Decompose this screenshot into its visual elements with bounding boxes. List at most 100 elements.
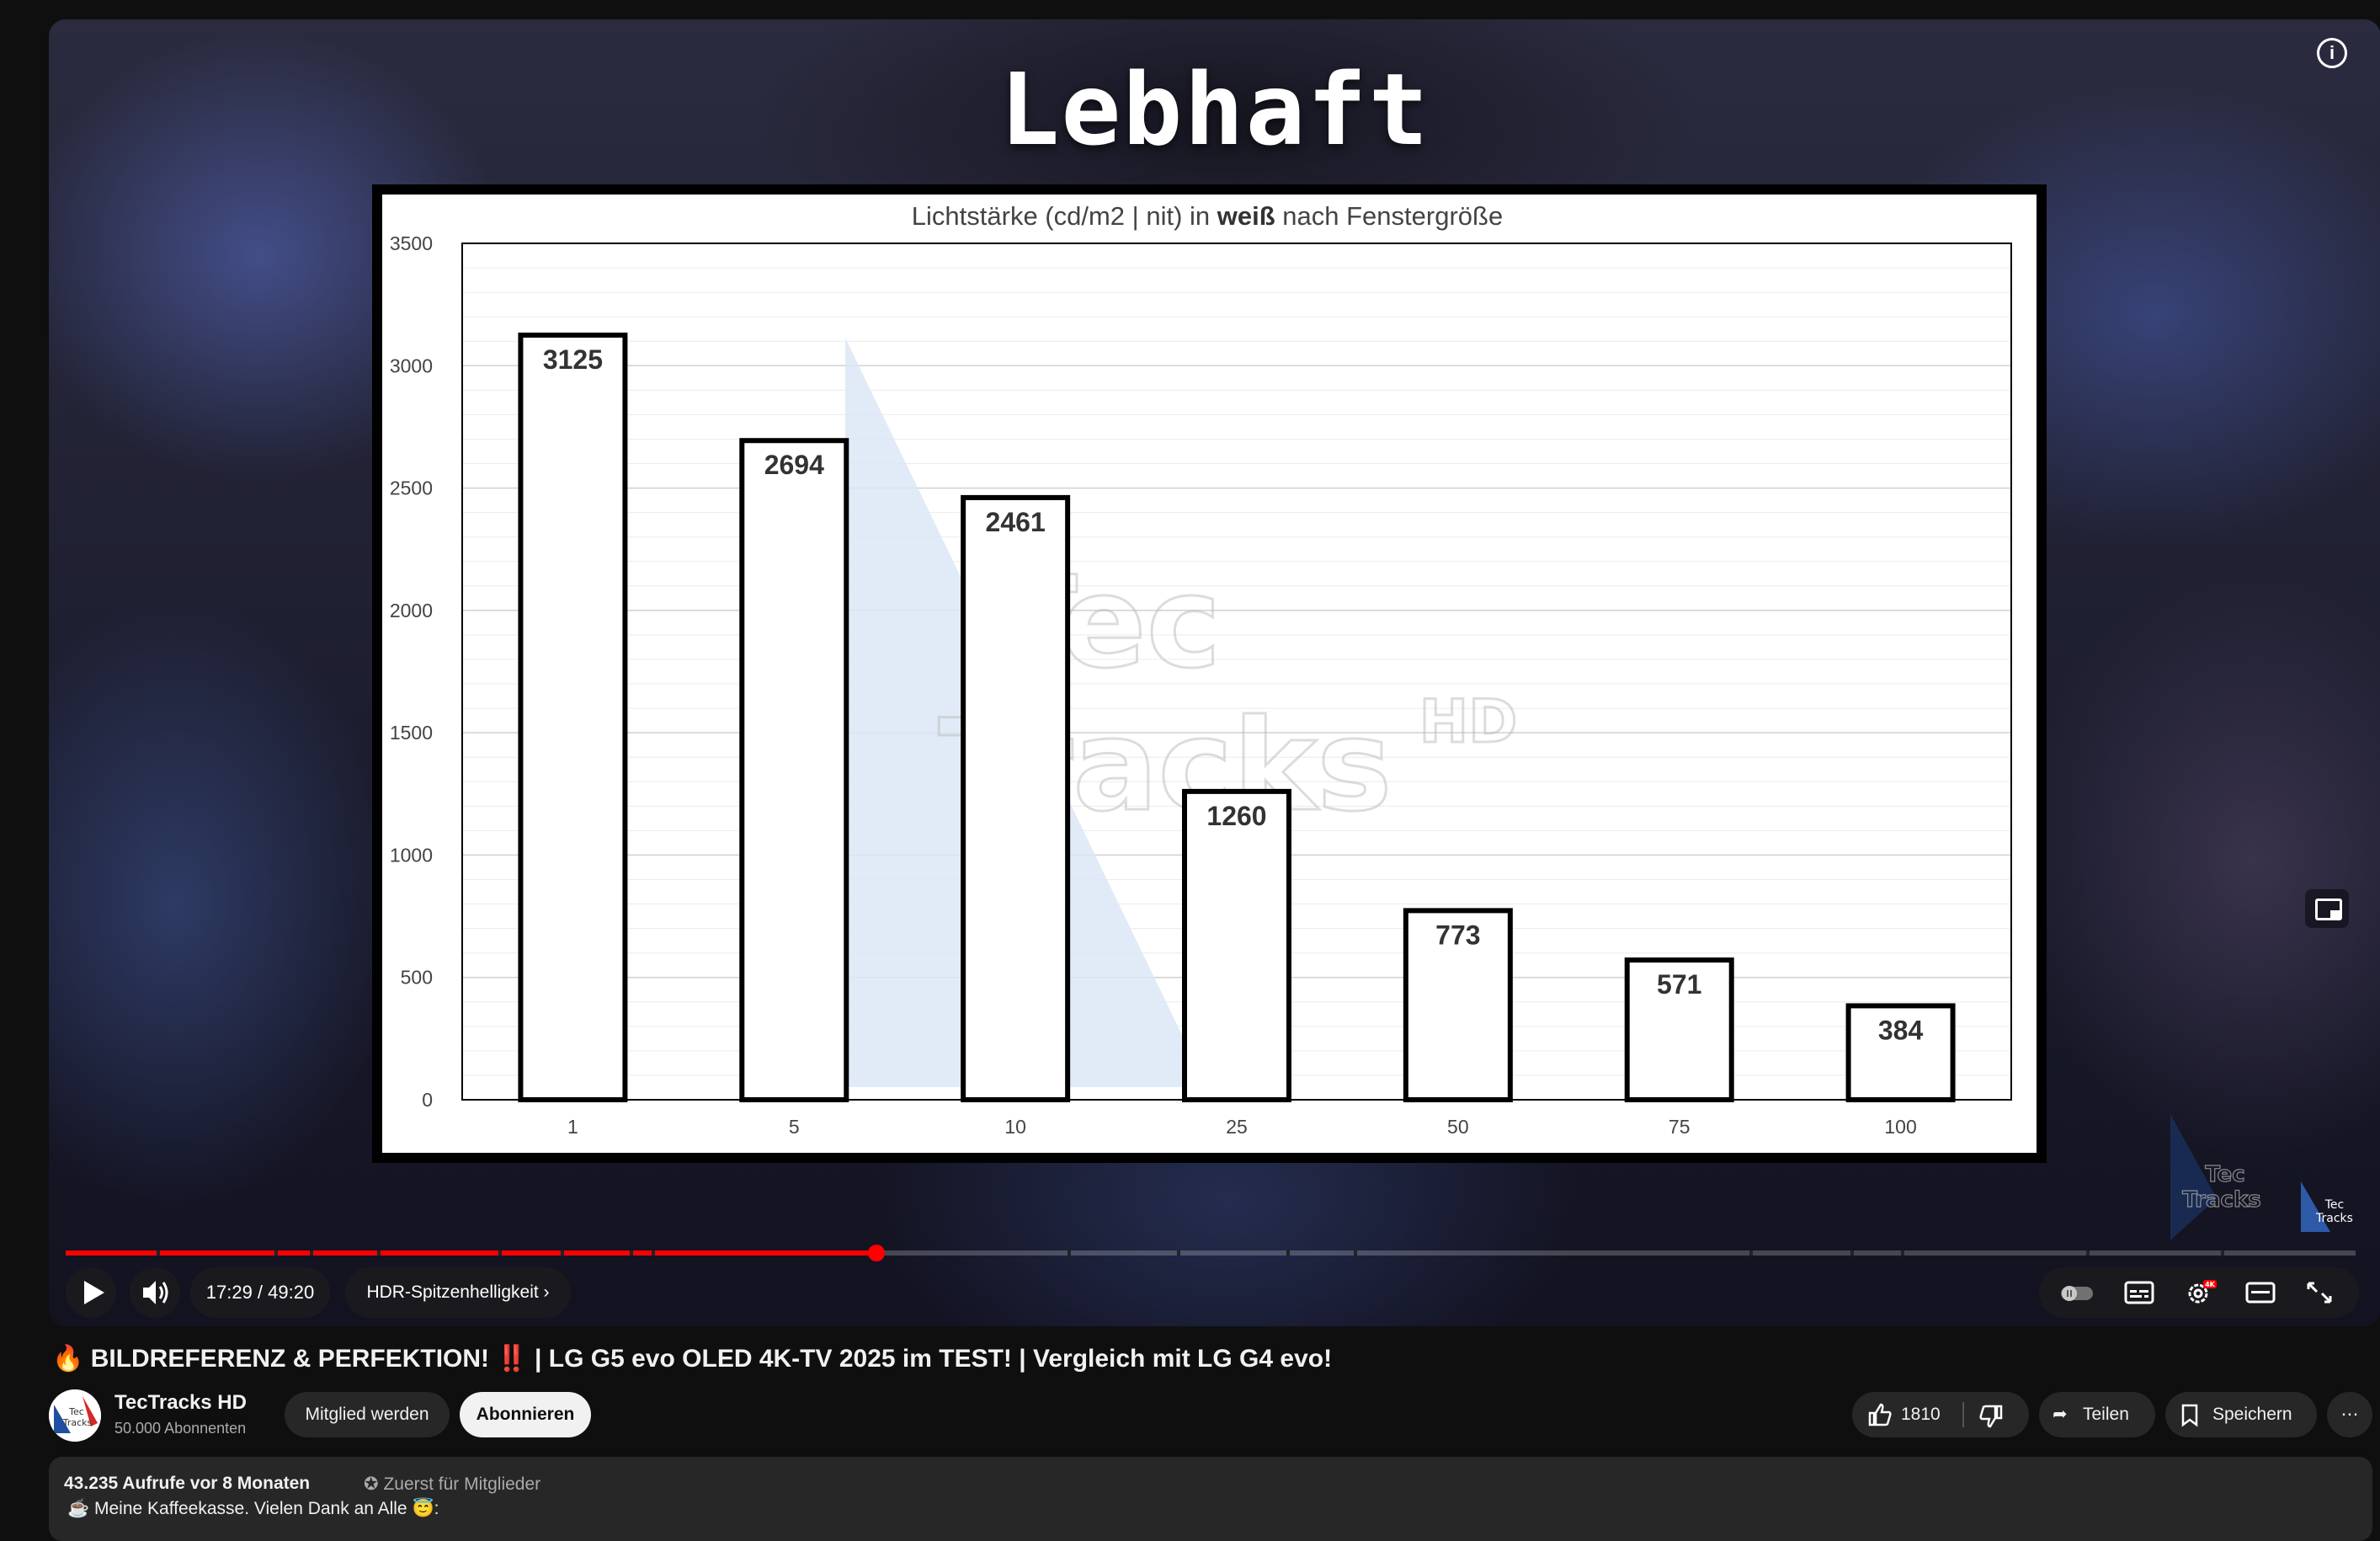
svg-text:Tec: Tec (2324, 1198, 2344, 1212)
video-player[interactable]: Lebhaft i Lichtstärke (cd/m2 | nit) in w… (49, 19, 2380, 1326)
chapter-title-label: HDR-Spitzenhelligkeit (366, 1282, 539, 1302)
svg-text:Tracks: Tracks (2315, 1212, 2353, 1225)
channel-logo-icon: Tec Tracks (49, 1389, 101, 1442)
volume-icon (143, 1281, 168, 1304)
members-first-badge: ✪ Zuerst für Mitglieder (364, 1474, 540, 1495)
members-first-label: Zuerst für Mitglieder (383, 1474, 541, 1494)
video-overlay-title: Lebhaft (999, 51, 1430, 168)
channel-watermark-logo: Tec Tracks (2170, 1114, 2261, 1240)
chapter-marker (377, 1250, 381, 1256)
views-and-date: 43.235 Aufrufe vor 8 Monaten (64, 1474, 311, 1493)
bar-75 (1624, 957, 1734, 1103)
thumbs-up-icon[interactable] (1867, 1403, 1893, 1426)
watermark-text-hd: HD (1419, 687, 1518, 756)
chart-title-part-1: Lichtstärke (cd/m2 | nit) in (912, 201, 1217, 231)
chapter-marker (630, 1250, 633, 1256)
y-tick-label: 2000 (390, 600, 433, 621)
y-axis-ticks: 0 500 1000 1500 2000 2500 3000 3500 (390, 232, 433, 1111)
x-tick-label: 25 (1226, 1116, 1248, 1138)
chapter-marker (2086, 1250, 2090, 1256)
thumbs-down-icon[interactable] (1978, 1405, 2004, 1428)
channel-avatar[interactable]: Tec Tracks (49, 1389, 101, 1442)
y-tick-label: 3500 (390, 232, 433, 254)
subscriber-count: 50.000 Abonnenten (114, 1420, 247, 1437)
chapter-marker (1068, 1250, 1071, 1256)
chapter-marker (1354, 1250, 1357, 1256)
chart-bars: 3125 2694 2461 1260 773 571 384 (518, 332, 1956, 1103)
x-tick-label: 1 (567, 1116, 578, 1138)
y-tick-label: 1500 (390, 722, 433, 744)
join-membership-button[interactable]: Mitglied werden (285, 1392, 450, 1437)
y-tick-label: 0 (422, 1089, 433, 1111)
share-label: Teilen (2083, 1405, 2129, 1424)
x-axis-ticks: 1 5 10 25 50 75 100 (567, 1116, 1917, 1138)
settings-icon[interactable]: 4K (2183, 1279, 2217, 1306)
progress-bar[interactable] (66, 1245, 2356, 1261)
subscribe-button[interactable]: Abonnieren (460, 1392, 591, 1437)
y-tick-label: 1000 (390, 844, 433, 866)
chart-title: Lichtstärke (cd/m2 | nit) in weiß nach F… (912, 201, 1503, 231)
chart-title-part-2: weiß (1217, 201, 1275, 231)
share-button[interactable]: ➦ Teilen (2039, 1392, 2155, 1437)
subtitles-icon[interactable] (2123, 1279, 2157, 1306)
y-tick-label: 3000 (390, 355, 433, 376)
save-button[interactable]: Speichern (2165, 1392, 2317, 1437)
chapter-marker (1749, 1250, 1753, 1256)
description-line: ☕ Meine Kaffeekasse. Vielen Dank an Alle… (67, 1499, 439, 1518)
bar-10 (961, 494, 1071, 1103)
y-tick-label: 500 (401, 967, 433, 989)
x-tick-label: 75 (1669, 1116, 1690, 1138)
fullscreen-icon[interactable] (2303, 1279, 2337, 1306)
chevron-right-icon: › (543, 1282, 550, 1302)
svg-text:Tec: Tec (68, 1406, 84, 1417)
autoplay-toggle-icon[interactable] (2059, 1279, 2093, 1306)
share-icon: ➦ (2053, 1405, 2068, 1424)
bar-50 (1403, 908, 1513, 1103)
bar-value-label: 2461 (986, 507, 1046, 537)
x-tick-label: 50 (1447, 1116, 1469, 1138)
bar-1 (518, 332, 628, 1102)
bar-value-label: 384 (1878, 1015, 1924, 1045)
x-tick-label: 100 (1884, 1116, 1916, 1138)
save-label: Speichern (2212, 1405, 2292, 1424)
play-button[interactable] (66, 1267, 116, 1318)
time-display: 17:29 / 49:20 (190, 1267, 330, 1318)
like-count[interactable]: 1810 (1901, 1405, 1941, 1424)
chapter-marker (310, 1250, 313, 1256)
chapter-marker (1901, 1250, 1904, 1256)
miniplayer-icon[interactable] (2305, 889, 2349, 928)
brightness-bar-chart: Lichtstärke (cd/m2 | nit) in weiß nach F… (382, 195, 2037, 1153)
bookmark-icon (2181, 1404, 2198, 1427)
more-actions-button[interactable]: ⋯ (2327, 1392, 2372, 1437)
volume-button[interactable] (130, 1267, 180, 1318)
bar-value-label: 773 (1435, 920, 1480, 950)
description-box[interactable]: 43.235 Aufrufe vor 8 Monaten ✪ Zuerst fü… (49, 1457, 2372, 1541)
chart-gridlines (462, 267, 2011, 1076)
bar-value-label: 3125 (543, 344, 603, 375)
bar-value-label: 2694 (764, 450, 824, 480)
video-title: 🔥 BILDREFERENZ & PERFEKTION! ‼️ | LG G5 … (52, 1345, 1333, 1373)
chapter-marker (2221, 1250, 2224, 1256)
bar-100 (1845, 1003, 1956, 1103)
svg-text:Tracks: Tracks (2182, 1187, 2260, 1213)
y-tick-label: 2500 (390, 477, 433, 499)
bar-25 (1182, 788, 1291, 1102)
video-chart-frame: Lichtstärke (cd/m2 | nit) in weiß nach F… (372, 184, 2047, 1163)
like-divider (1962, 1402, 1964, 1427)
info-icon[interactable]: i (2317, 38, 2347, 68)
x-tick-label: 10 (1004, 1116, 1026, 1138)
chapter-marker (498, 1250, 502, 1256)
chapter-title-button[interactable]: HDR-Spitzenhelligkeit › (345, 1267, 571, 1318)
settings-quality-badge: 4K (2205, 1281, 2216, 1288)
chapter-marker (561, 1250, 564, 1256)
progress-scrubber-handle[interactable] (867, 1245, 885, 1261)
bar-5 (739, 438, 849, 1102)
svg-text:Tracks: Tracks (62, 1417, 93, 1428)
chapter-marker (652, 1250, 655, 1256)
chapter-marker (274, 1250, 278, 1256)
theater-mode-icon[interactable] (2244, 1279, 2278, 1306)
like-dislike-group: 1810 (1852, 1392, 2029, 1437)
x-tick-label: 5 (789, 1116, 800, 1138)
channel-name[interactable]: TecTracks HD (114, 1391, 247, 1414)
members-icon: ✪ (364, 1474, 384, 1494)
